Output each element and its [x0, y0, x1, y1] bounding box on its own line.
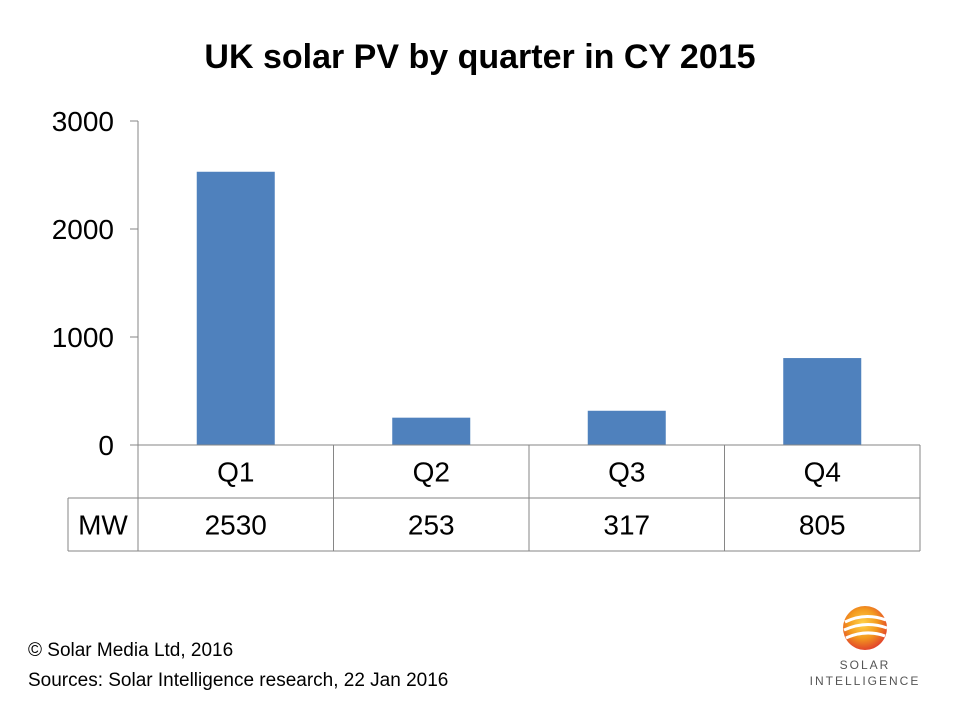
data-table-value: 317 [603, 510, 650, 541]
bar-q4 [783, 358, 862, 445]
logo-text-intelligence: INTELLIGENCE [809, 674, 921, 688]
y-tick-label: 3000 [52, 106, 114, 137]
sources-text: Sources: Solar Intelligence research, 22… [28, 670, 449, 691]
y-tick-label: 2000 [52, 214, 114, 245]
data-table-value: 2530 [205, 510, 267, 541]
category-label: Q1 [217, 457, 254, 488]
data-table-value: 253 [408, 510, 455, 541]
category-label: Q3 [608, 457, 645, 488]
bar-q1 [196, 171, 275, 445]
category-label: Q2 [413, 457, 450, 488]
bar-q2 [392, 417, 471, 445]
bar-q3 [587, 410, 666, 445]
logo-text-solar: SOLAR [839, 658, 891, 672]
data-table-value: 805 [799, 510, 846, 541]
y-tick-label: 1000 [52, 322, 114, 353]
series-label: MW [78, 510, 128, 541]
chart-title: UK solar PV by quarter in CY 2015 [204, 38, 756, 76]
category-label: Q4 [804, 457, 841, 488]
solar-intelligence-logo-icon [843, 606, 888, 650]
copyright-text: © Solar Media Ltd, 2016 [28, 640, 234, 661]
y-tick-label: 0 [98, 430, 114, 461]
